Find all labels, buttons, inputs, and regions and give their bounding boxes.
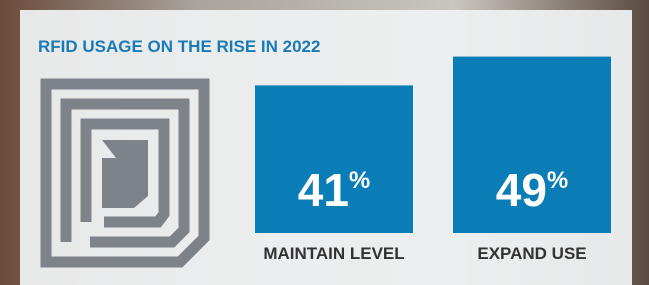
chart-title: RFID USAGE ON THE RISE IN 2022 — [38, 37, 320, 56]
category-label: EXPAND USE — [477, 244, 586, 263]
page: RFID USAGE ON THE RISE IN 2022 41%MAINTA… — [0, 0, 649, 285]
chart: RFID USAGE ON THE RISE IN 2022 41%MAINTA… — [0, 0, 649, 285]
category-label: MAINTAIN LEVEL — [263, 244, 404, 263]
